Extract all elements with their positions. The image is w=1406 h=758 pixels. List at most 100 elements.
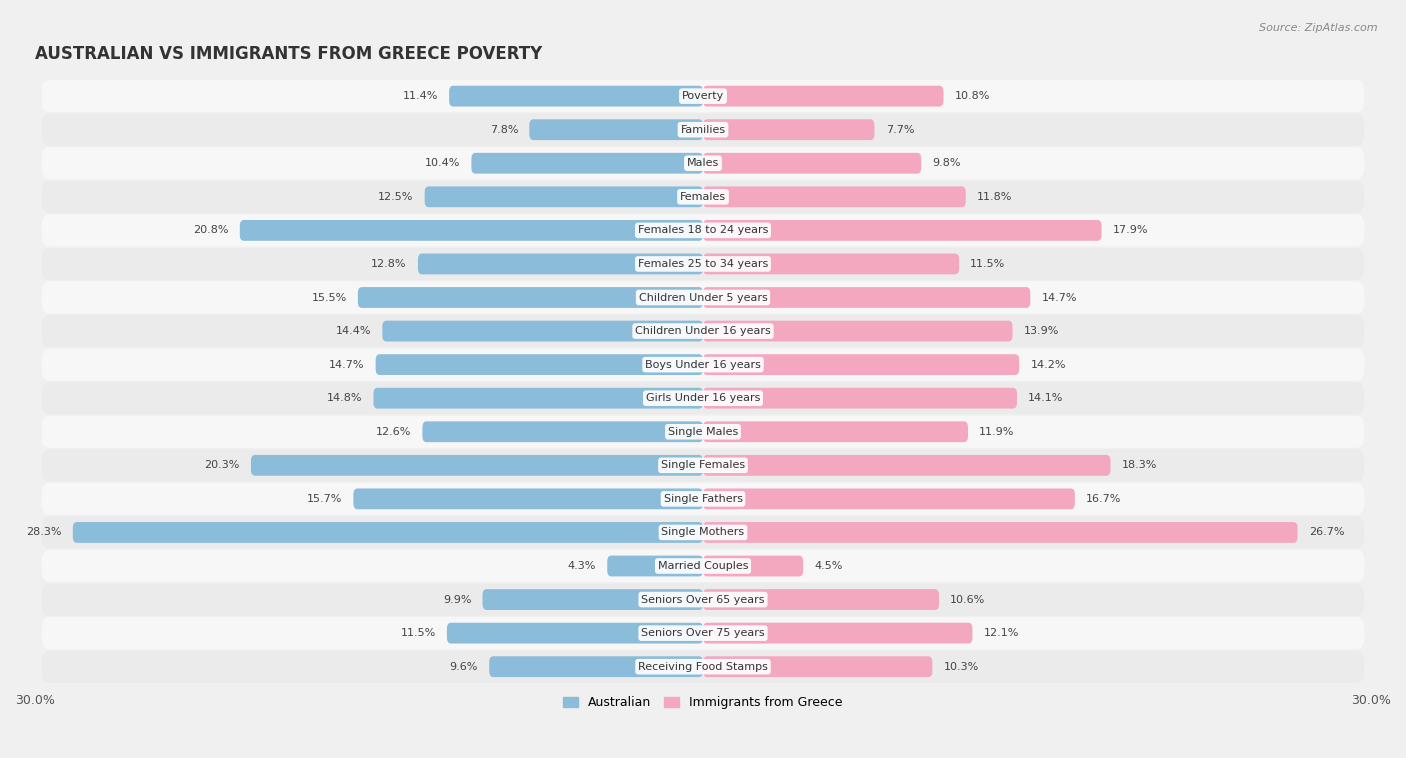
- Text: 12.1%: 12.1%: [984, 628, 1019, 638]
- Text: Males: Males: [688, 158, 718, 168]
- Text: 7.7%: 7.7%: [886, 124, 914, 135]
- Text: 9.8%: 9.8%: [932, 158, 960, 168]
- FancyBboxPatch shape: [703, 388, 1017, 409]
- Text: Married Couples: Married Couples: [658, 561, 748, 571]
- Text: 9.9%: 9.9%: [443, 594, 471, 605]
- FancyBboxPatch shape: [42, 315, 1364, 347]
- Text: 20.3%: 20.3%: [204, 460, 240, 470]
- Text: 13.9%: 13.9%: [1024, 326, 1059, 336]
- FancyBboxPatch shape: [42, 415, 1364, 448]
- Text: 16.7%: 16.7%: [1085, 494, 1122, 504]
- Text: 11.4%: 11.4%: [402, 91, 439, 101]
- Text: Seniors Over 75 years: Seniors Over 75 years: [641, 628, 765, 638]
- FancyBboxPatch shape: [42, 550, 1364, 582]
- Text: Girls Under 16 years: Girls Under 16 years: [645, 393, 761, 403]
- FancyBboxPatch shape: [703, 556, 803, 576]
- Text: 12.8%: 12.8%: [371, 259, 406, 269]
- Text: Single Females: Single Females: [661, 460, 745, 470]
- FancyBboxPatch shape: [703, 623, 973, 644]
- FancyBboxPatch shape: [703, 455, 1111, 476]
- FancyBboxPatch shape: [375, 354, 703, 375]
- FancyBboxPatch shape: [703, 354, 1019, 375]
- Text: 15.7%: 15.7%: [307, 494, 342, 504]
- FancyBboxPatch shape: [703, 119, 875, 140]
- FancyBboxPatch shape: [42, 617, 1364, 650]
- FancyBboxPatch shape: [418, 253, 703, 274]
- FancyBboxPatch shape: [703, 321, 1012, 341]
- FancyBboxPatch shape: [42, 584, 1364, 615]
- FancyBboxPatch shape: [42, 80, 1364, 112]
- FancyBboxPatch shape: [703, 287, 1031, 308]
- Text: Single Mothers: Single Mothers: [661, 528, 745, 537]
- Text: Families: Families: [681, 124, 725, 135]
- FancyBboxPatch shape: [447, 623, 703, 644]
- Text: 28.3%: 28.3%: [27, 528, 62, 537]
- FancyBboxPatch shape: [359, 287, 703, 308]
- Text: Single Fathers: Single Fathers: [664, 494, 742, 504]
- Text: 4.3%: 4.3%: [568, 561, 596, 571]
- FancyBboxPatch shape: [42, 483, 1364, 515]
- FancyBboxPatch shape: [353, 488, 703, 509]
- Text: 14.4%: 14.4%: [336, 326, 371, 336]
- Text: 12.5%: 12.5%: [378, 192, 413, 202]
- FancyBboxPatch shape: [449, 86, 703, 107]
- Text: Source: ZipAtlas.com: Source: ZipAtlas.com: [1260, 23, 1378, 33]
- FancyBboxPatch shape: [42, 382, 1364, 415]
- FancyBboxPatch shape: [703, 421, 967, 442]
- FancyBboxPatch shape: [42, 180, 1364, 213]
- FancyBboxPatch shape: [471, 153, 703, 174]
- Text: 14.8%: 14.8%: [326, 393, 363, 403]
- FancyBboxPatch shape: [482, 589, 703, 610]
- FancyBboxPatch shape: [703, 153, 921, 174]
- FancyBboxPatch shape: [42, 650, 1364, 683]
- FancyBboxPatch shape: [374, 388, 703, 409]
- Text: Single Males: Single Males: [668, 427, 738, 437]
- Text: 10.8%: 10.8%: [955, 91, 990, 101]
- FancyBboxPatch shape: [42, 349, 1364, 381]
- Legend: Australian, Immigrants from Greece: Australian, Immigrants from Greece: [558, 691, 848, 714]
- Text: 10.6%: 10.6%: [950, 594, 986, 605]
- FancyBboxPatch shape: [703, 186, 966, 207]
- FancyBboxPatch shape: [607, 556, 703, 576]
- Text: 10.3%: 10.3%: [943, 662, 979, 672]
- FancyBboxPatch shape: [42, 215, 1364, 246]
- FancyBboxPatch shape: [703, 656, 932, 677]
- Text: 7.8%: 7.8%: [489, 124, 519, 135]
- Text: Receiving Food Stamps: Receiving Food Stamps: [638, 662, 768, 672]
- Text: 10.4%: 10.4%: [425, 158, 460, 168]
- Text: 18.3%: 18.3%: [1122, 460, 1157, 470]
- Text: 14.1%: 14.1%: [1028, 393, 1063, 403]
- FancyBboxPatch shape: [529, 119, 703, 140]
- Text: 9.6%: 9.6%: [450, 662, 478, 672]
- Text: Boys Under 16 years: Boys Under 16 years: [645, 359, 761, 370]
- Text: Females 18 to 24 years: Females 18 to 24 years: [638, 225, 768, 236]
- Text: 11.5%: 11.5%: [401, 628, 436, 638]
- FancyBboxPatch shape: [703, 522, 1298, 543]
- Text: 11.9%: 11.9%: [979, 427, 1015, 437]
- Text: Seniors Over 65 years: Seniors Over 65 years: [641, 594, 765, 605]
- FancyBboxPatch shape: [703, 220, 1102, 241]
- FancyBboxPatch shape: [422, 421, 703, 442]
- Text: 11.5%: 11.5%: [970, 259, 1005, 269]
- FancyBboxPatch shape: [73, 522, 703, 543]
- FancyBboxPatch shape: [42, 147, 1364, 180]
- FancyBboxPatch shape: [42, 114, 1364, 146]
- FancyBboxPatch shape: [42, 516, 1364, 549]
- Text: Poverty: Poverty: [682, 91, 724, 101]
- FancyBboxPatch shape: [703, 253, 959, 274]
- FancyBboxPatch shape: [42, 248, 1364, 280]
- FancyBboxPatch shape: [703, 589, 939, 610]
- Text: 15.5%: 15.5%: [312, 293, 347, 302]
- Text: 20.8%: 20.8%: [193, 225, 229, 236]
- FancyBboxPatch shape: [382, 321, 703, 341]
- Text: 14.7%: 14.7%: [329, 359, 364, 370]
- Text: 26.7%: 26.7%: [1309, 528, 1344, 537]
- Text: 14.2%: 14.2%: [1031, 359, 1066, 370]
- FancyBboxPatch shape: [489, 656, 703, 677]
- Text: 12.6%: 12.6%: [375, 427, 412, 437]
- Text: Females 25 to 34 years: Females 25 to 34 years: [638, 259, 768, 269]
- Text: 4.5%: 4.5%: [814, 561, 842, 571]
- FancyBboxPatch shape: [240, 220, 703, 241]
- Text: 11.8%: 11.8%: [977, 192, 1012, 202]
- Text: Females: Females: [681, 192, 725, 202]
